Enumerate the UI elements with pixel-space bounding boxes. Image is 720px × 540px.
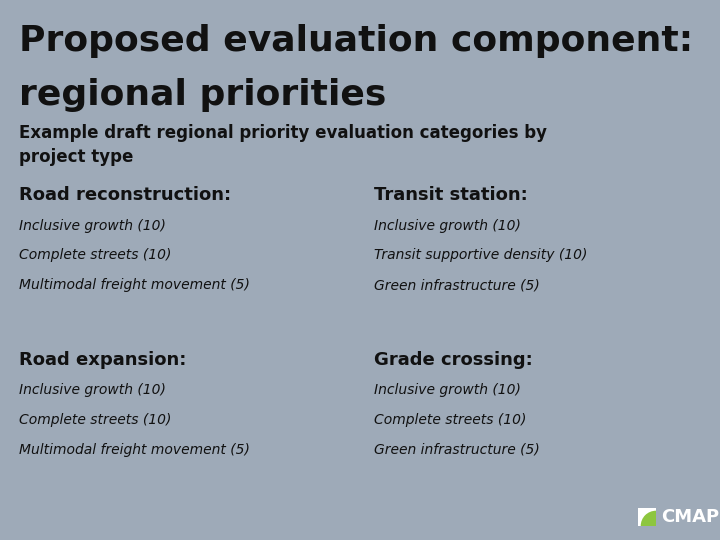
Text: Inclusive growth (10): Inclusive growth (10): [374, 219, 521, 233]
Text: Inclusive growth (10): Inclusive growth (10): [19, 383, 166, 397]
Text: Proposed evaluation component:: Proposed evaluation component:: [19, 24, 693, 58]
Text: Road expansion:: Road expansion:: [19, 351, 186, 369]
Text: project type: project type: [19, 148, 134, 166]
Text: Transit supportive density (10): Transit supportive density (10): [374, 248, 588, 262]
Text: Complete streets (10): Complete streets (10): [374, 413, 527, 427]
Text: CMAP: CMAP: [661, 508, 719, 526]
Text: Complete streets (10): Complete streets (10): [19, 413, 172, 427]
Wedge shape: [641, 511, 656, 526]
Text: Example draft regional priority evaluation categories by: Example draft regional priority evaluati…: [19, 124, 547, 142]
Text: regional priorities: regional priorities: [19, 78, 387, 112]
Text: Green infrastructure (5): Green infrastructure (5): [374, 278, 540, 292]
Text: Complete streets (10): Complete streets (10): [19, 248, 172, 262]
Text: Grade crossing:: Grade crossing:: [374, 351, 533, 369]
Text: Green infrastructure (5): Green infrastructure (5): [374, 443, 540, 457]
FancyBboxPatch shape: [638, 508, 656, 526]
Text: Multimodal freight movement (5): Multimodal freight movement (5): [19, 443, 251, 457]
Text: Transit station:: Transit station:: [374, 186, 528, 204]
Text: Road reconstruction:: Road reconstruction:: [19, 186, 232, 204]
Text: Multimodal freight movement (5): Multimodal freight movement (5): [19, 278, 251, 292]
Text: Inclusive growth (10): Inclusive growth (10): [19, 219, 166, 233]
Text: Inclusive growth (10): Inclusive growth (10): [374, 383, 521, 397]
